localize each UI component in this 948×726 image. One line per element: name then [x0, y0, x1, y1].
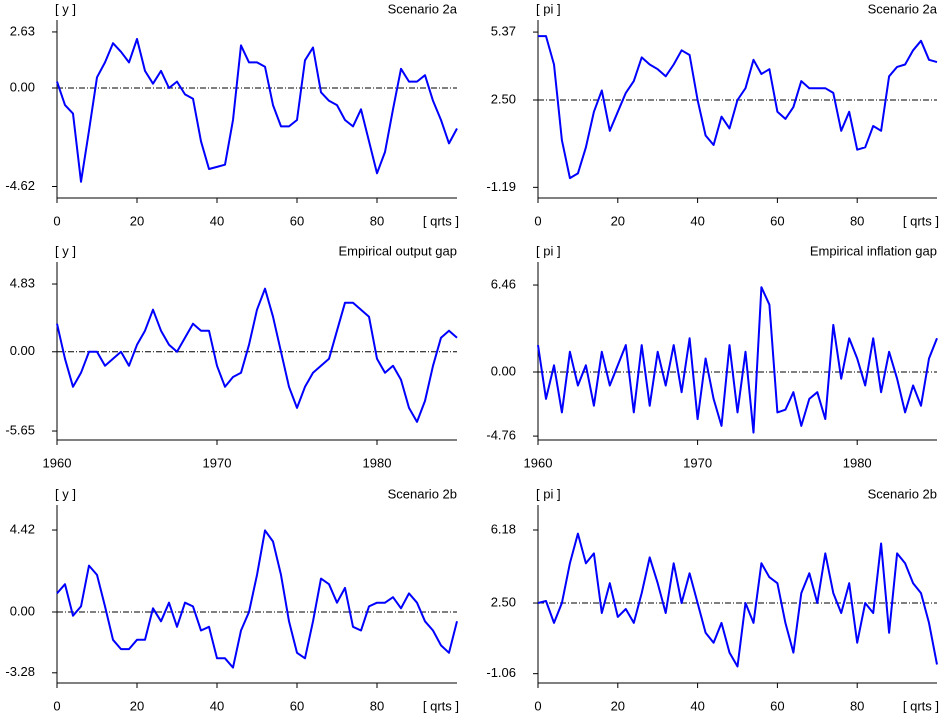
x-tick-label: 80 — [850, 698, 864, 713]
y-tick-label: -4.62 — [5, 178, 35, 193]
x-tick-label: 60 — [290, 698, 304, 713]
data-line — [538, 35, 938, 180]
panel-title: Scenario 2a — [388, 1, 458, 16]
x-tick-label: 0 — [534, 698, 541, 713]
x-tick-label: 40 — [690, 698, 704, 713]
x-tick-label: 1970 — [683, 455, 712, 470]
y-tick-label: -4.76 — [486, 428, 516, 443]
y-tick-label: 0.00 — [10, 79, 35, 94]
x-tick-label: 40 — [210, 698, 224, 713]
data-line — [56, 38, 458, 183]
panel-title: Scenario 2b — [868, 486, 937, 501]
y-tick-label: -1.06 — [486, 665, 516, 680]
data-line — [537, 532, 938, 668]
x-tick-label: 80 — [370, 213, 384, 228]
y-tick-label: -5.65 — [5, 422, 35, 437]
data-line — [56, 529, 458, 669]
x-tick-label: 0 — [53, 213, 60, 228]
y-axis-label: [ pi ] — [536, 243, 561, 258]
panel-title: Scenario 2a — [868, 1, 938, 16]
x-tick-label: 40 — [690, 213, 704, 228]
y-axis-label: [ y ] — [55, 1, 76, 16]
panel-title: Scenario 2b — [388, 486, 457, 501]
y-tick-label: 0.00 — [491, 363, 516, 378]
data-line — [537, 286, 938, 434]
y-tick-label: 0.00 — [10, 603, 35, 618]
x-tick-label: 20 — [611, 213, 625, 228]
x-tick-label: 60 — [770, 213, 784, 228]
x-tick-label: 0 — [53, 698, 60, 713]
x-axis-label: [ qrts ] — [903, 698, 939, 713]
y-tick-label: -1.19 — [486, 179, 516, 194]
y-tick-label: -3.28 — [5, 664, 35, 679]
x-tick-label: 1960 — [524, 455, 553, 470]
panel-title: Empirical output gap — [338, 243, 457, 258]
y-tick-label: 2.50 — [491, 594, 516, 609]
y-axis-label: [ pi ] — [536, 486, 561, 501]
x-tick-label: 20 — [130, 698, 144, 713]
x-tick-label: 1980 — [843, 455, 872, 470]
y-tick-label: 4.42 — [10, 521, 35, 536]
y-axis-label: [ y ] — [55, 486, 76, 501]
x-axis-label: [ qrts ] — [423, 213, 459, 228]
x-tick-label: 80 — [850, 213, 864, 228]
y-axis-label: [ y ] — [55, 243, 76, 258]
x-tick-label: 1960 — [43, 455, 72, 470]
panel-title: Empirical inflation gap — [810, 243, 937, 258]
y-tick-label: 5.37 — [491, 24, 516, 39]
x-tick-label: 60 — [770, 698, 784, 713]
x-tick-label: 80 — [370, 698, 384, 713]
x-tick-label: 0 — [534, 213, 541, 228]
y-tick-label: 2.63 — [10, 23, 35, 38]
x-tick-label: 40 — [210, 213, 224, 228]
y-axis-label: [ pi ] — [536, 1, 561, 16]
x-tick-label: 20 — [611, 698, 625, 713]
y-tick-label: 0.00 — [10, 343, 35, 358]
data-line — [56, 287, 458, 423]
y-tick-label: 6.18 — [491, 521, 516, 536]
x-tick-label: 1970 — [203, 455, 232, 470]
x-tick-label: 1980 — [363, 455, 392, 470]
x-axis-label: [ qrts ] — [423, 698, 459, 713]
x-tick-label: 20 — [130, 213, 144, 228]
x-axis-label: [ qrts ] — [903, 213, 939, 228]
x-tick-label: 60 — [290, 213, 304, 228]
y-tick-label: 4.83 — [10, 275, 35, 290]
y-tick-label: 6.46 — [491, 276, 516, 291]
y-tick-label: 2.50 — [491, 91, 516, 106]
